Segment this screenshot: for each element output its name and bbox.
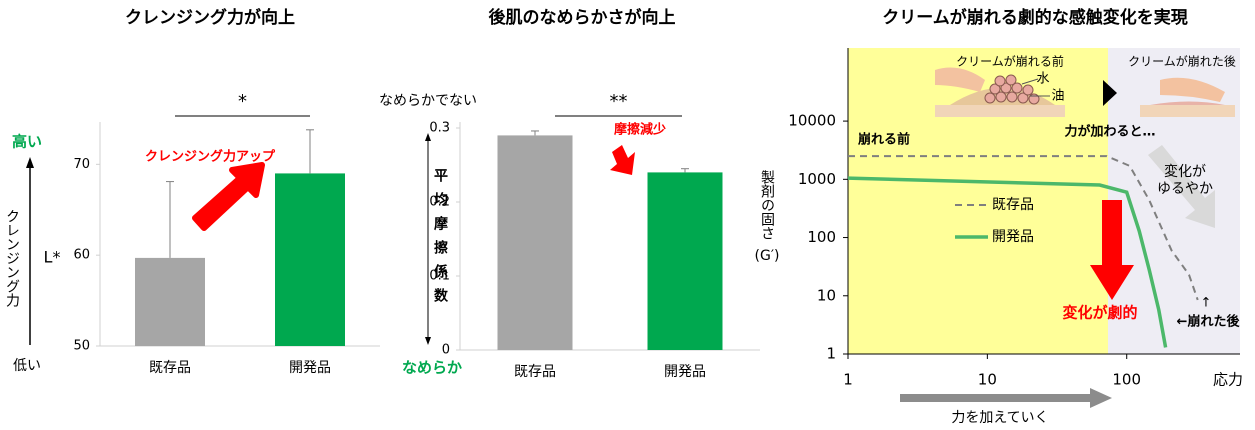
bar (497, 135, 573, 350)
arrow-head (425, 337, 431, 345)
y-tick-label: 0.2 (429, 195, 450, 210)
transition-triangle (1103, 80, 1117, 106)
annotation: クリームが崩れた後 (1128, 54, 1236, 69)
annotation: ↑ (1201, 296, 1212, 311)
x-tick-label: 開発品 (289, 360, 331, 376)
drastic-arrow (1090, 200, 1134, 300)
y-tick-label: 10000 (788, 112, 836, 130)
arrow-head (425, 133, 431, 141)
y-tick-label: 100 (807, 228, 836, 246)
annotation: ゆるやか (1157, 181, 1213, 197)
gentle-arrow (1148, 145, 1215, 228)
annotation: 力が加わると… (1064, 124, 1155, 140)
y-tick-label: 60 (73, 248, 90, 263)
annotation: 高い (12, 133, 42, 151)
arrow-head (26, 157, 34, 168)
legend-label: 既存品 (992, 197, 1034, 213)
y-axis-unit: (G′) (755, 248, 780, 264)
up-arrow (192, 162, 265, 231)
y-axis-label: 平均摩擦係数 (432, 168, 448, 312)
y-axis-label: L* (44, 248, 61, 267)
x-tick-label: 既存品 (514, 364, 556, 380)
annotation: 摩擦減少 (614, 122, 666, 138)
y-tick-label: 1 (826, 345, 836, 363)
significance: * (238, 91, 247, 112)
annotation: 崩れる前 (858, 132, 910, 148)
x-axis-caption: 力を加えていく (951, 410, 1048, 426)
force-arrow (900, 388, 1112, 408)
legend-label: 開発品 (992, 229, 1034, 245)
series-line (848, 155, 1199, 301)
annotation: クレンジング力 (4, 209, 20, 308)
illustration-before (935, 67, 1065, 117)
annotation: ←崩れた後 (1177, 314, 1241, 330)
x-tick-label: 開発品 (664, 364, 706, 380)
annotation: 変化が劇的 (1062, 304, 1137, 322)
x-axis-label: 応力 (1213, 371, 1243, 389)
bar (647, 172, 723, 350)
y-tick-label: 1000 (798, 170, 836, 188)
y-tick-label: 70 (73, 157, 90, 172)
annotation: 油 (1051, 89, 1064, 104)
series-line (847, 176, 1168, 348)
x-tick-label: 100 (1112, 371, 1141, 389)
bar (135, 257, 205, 346)
annotation: 変化が (1164, 163, 1206, 180)
significance: ** (610, 91, 628, 112)
x-tick-label: 1 (843, 371, 853, 389)
annotation: 水 (1036, 72, 1049, 87)
y-tick-label: 0.1 (429, 269, 450, 284)
annotation: なめらかでない (379, 93, 477, 109)
x-tick-label: 既存品 (149, 360, 191, 376)
y-tick-label: 50 (73, 339, 90, 354)
chart-title: クレンジング力が向上 (125, 7, 295, 28)
annotation: クレンジング力アップ (145, 149, 276, 165)
annotation: なめらか (402, 359, 462, 377)
annotation: 低い (13, 358, 41, 374)
bar (275, 173, 345, 346)
illustration-after (1140, 77, 1235, 117)
chart-title: クリームが崩れる劇的な感触変化を実現 (882, 7, 1188, 28)
chart-title: 後肌のなめらかさが向上 (489, 7, 676, 28)
y-tick-label: 10 (817, 286, 836, 304)
y-tick-label: 0 (442, 343, 450, 358)
y-axis-label: 製剤の固さ (759, 170, 775, 240)
y-tick-label: 0.3 (429, 121, 450, 136)
annotation: クリームが崩れる前 (956, 54, 1064, 69)
x-tick-label: 10 (978, 371, 997, 389)
down-arrow (610, 145, 635, 175)
